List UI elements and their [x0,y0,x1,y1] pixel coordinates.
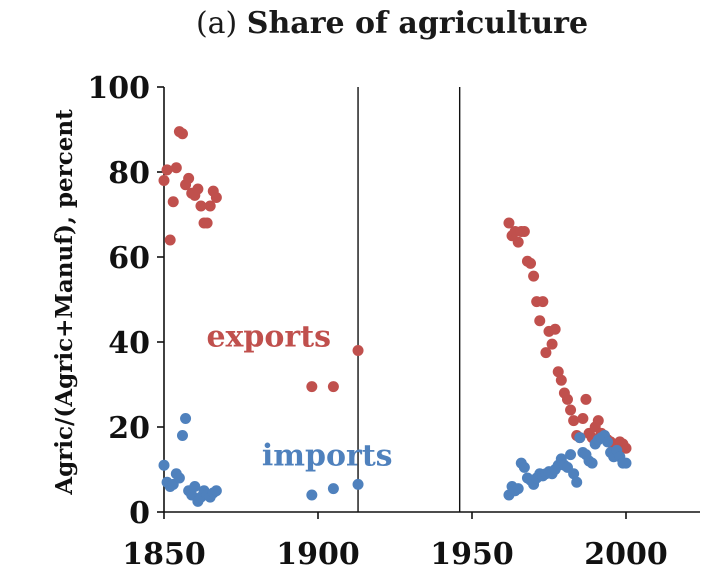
exports-point [176,128,188,140]
imports-point [512,483,524,495]
exports-point [503,217,515,229]
exports-point [540,347,552,359]
exports-point [528,270,540,282]
imports-point [565,449,577,461]
imports-point [518,461,530,473]
exports-point [192,183,204,195]
exports-point [555,374,567,386]
series-labels: exports imports [206,319,392,473]
exports-point [201,217,213,229]
series-label-exports: exports [206,319,331,354]
imports-point [568,468,580,480]
imports-point [189,481,201,492]
imports-point [352,478,364,490]
exports-point [195,200,207,212]
axes [157,86,700,519]
exports-point [352,345,364,356]
imports-point [602,436,614,448]
exports-point [306,381,318,393]
y-tick-label: 60 [108,241,150,276]
imports-point [176,430,188,441]
series-exports [158,126,632,454]
exports-point [518,226,530,237]
imports-point [620,457,632,469]
data-points [158,126,632,507]
y-tick-label: 80 [108,156,150,191]
exports-point [537,296,549,308]
exports-point [210,192,222,203]
exports-point [546,338,558,350]
exports-point [552,366,564,378]
exports-point [565,404,577,416]
imports-point [158,459,170,471]
exports-point [577,413,589,424]
exports-point [592,415,604,427]
exports-point [204,200,216,212]
imports-point [306,489,318,501]
imports-point [574,432,586,444]
chart-title: (a) Share of agriculture [196,6,588,41]
exports-point [534,315,546,327]
chart-title-main: Share of agriculture [247,6,588,41]
imports-point [180,413,192,424]
exports-point [525,257,537,269]
exports-point [327,381,339,393]
imports-point [571,476,583,488]
exports-point [568,415,580,427]
x-tick-label: 1850 [122,537,206,572]
tick-labels: 0 20 40 60 80 100 1850 1900 1950 2000 [87,71,667,572]
x-tick-label: 1900 [276,537,360,572]
exports-point [167,196,179,208]
vertical-reference-lines [357,87,461,512]
x-tick-label: 2000 [584,537,668,572]
y-axis-label: Agric/(Agric+Manuf), percent [51,109,78,496]
exports-point [170,162,182,174]
exports-point [158,175,170,186]
imports-point [210,485,222,497]
imports-point [173,472,185,484]
imports-point [586,457,598,469]
exports-point [512,236,524,248]
y-tick-label: 100 [87,71,150,106]
series-label-imports: imports [262,438,393,473]
exports-point [164,234,176,246]
y-tick-label: 40 [108,326,150,361]
chart-title-prefix: (a) [196,6,237,41]
exports-point [561,393,573,405]
imports-point [327,483,339,495]
x-tick-label: 1950 [430,537,514,572]
exports-point [580,393,592,405]
exports-point [549,323,561,335]
series-imports [158,413,632,507]
y-tick-label: 20 [108,411,150,446]
exports-point [620,442,632,454]
y-tick-label: 0 [129,496,150,531]
exports-point [161,164,173,176]
exports-point [183,172,195,184]
